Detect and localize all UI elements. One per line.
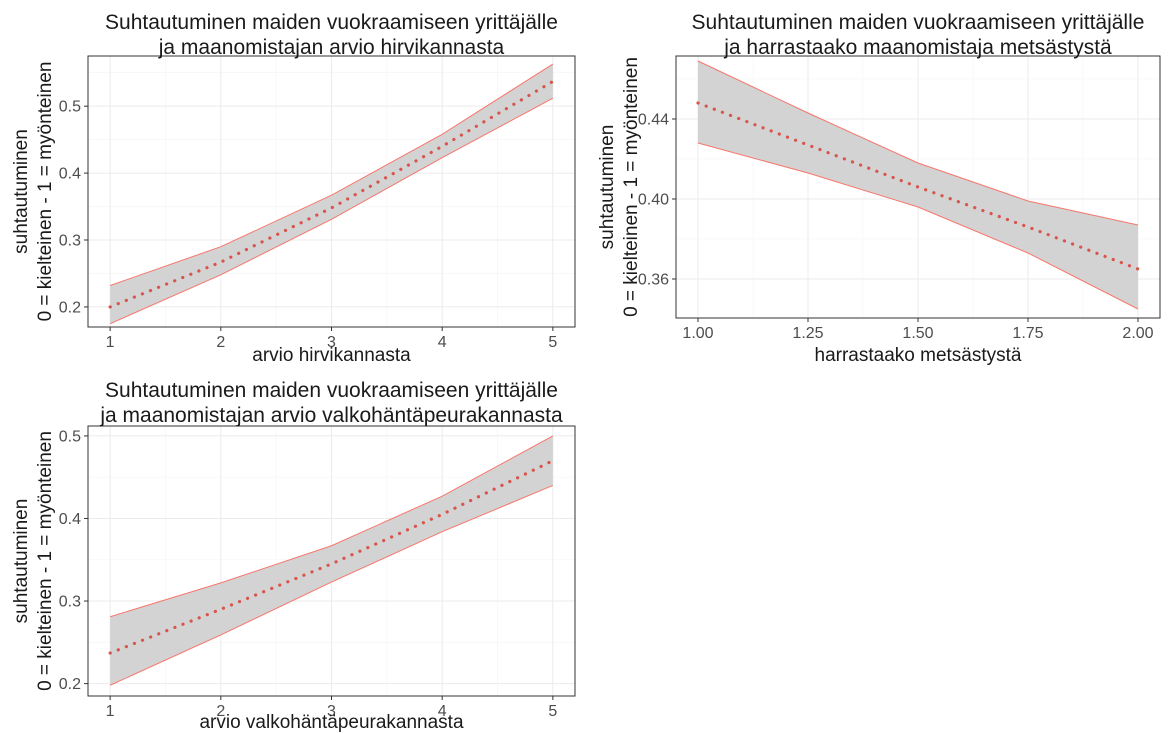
x-tick-label: 3: [327, 703, 336, 720]
x-tick-label: 2.00: [1122, 325, 1153, 342]
fitted-line: [696, 101, 1140, 271]
chart-title-line: Suhtautuminen maiden vuokraamiseen yritt…: [692, 11, 1145, 34]
panel-metsastys: 1.00 1.25 1.50 1.75 2.00 0.36 0.40 0.44 Suhtautu…: [597, 11, 1161, 366]
y-tick-label: 0.40: [638, 192, 669, 209]
y-tick-label: 0.5: [59, 99, 81, 116]
y-tick-label: 0.2: [59, 676, 81, 693]
fitted-line: [108, 459, 555, 655]
y-tick-label: 0.5: [59, 428, 81, 445]
confidence-band-upper: [109, 63, 554, 286]
confidence-band: [110, 64, 553, 324]
x-tick-label: 5: [548, 334, 557, 351]
panel-valkohantapeura: 1 2 3 4 5 0.2 0.3 0.4 0.5 Suhtautuminen maiden vu…: [11, 379, 576, 733]
chart-title-line: ja maanomistajan arvio hirvikannasta: [158, 36, 505, 59]
y-tick-label: 0.4: [59, 511, 81, 528]
y-axis-label-line: 0 = kielteinen - 1 = myönteinen: [621, 57, 642, 317]
confidence-band-upper: [109, 435, 554, 618]
x-tick-label: 1.75: [1012, 325, 1043, 342]
y-tick-label: 0.3: [59, 594, 81, 611]
x-tick-label: 1.25: [792, 325, 823, 342]
confidence-band-lower: [697, 142, 1139, 310]
chart-title-line: ja maanomistajan arvio valkohäntäpeuraka…: [99, 404, 563, 427]
y-axis-label-line: suhtautuminen: [11, 129, 32, 254]
y-tick-label: 0.2: [59, 299, 81, 316]
x-axis-label: arvio valkohäntäpeurakannasta: [199, 712, 464, 733]
x-tick-label: 4: [438, 334, 447, 351]
x-axis-label: harrastaako metsästystä: [815, 345, 1022, 366]
y-axis-label-line: suhtautuminen: [597, 125, 618, 250]
chart-title-line: Suhtautuminen maiden vuokraamiseen yritt…: [105, 11, 558, 34]
x-tick-label: 1.50: [902, 325, 933, 342]
chart-title-line: Suhtautuminen maiden vuokraamiseen yritt…: [105, 379, 558, 402]
x-tick-label: 2: [216, 703, 225, 720]
panel-hirvikanta: 1 2 3 4 5 0.2 0.3 0.4 0.5 Suhtautuminen maiden vu…: [11, 11, 576, 366]
confidence-band-upper: [697, 60, 1139, 226]
x-tick-label: 2: [216, 334, 225, 351]
y-tick-label: 0.3: [59, 233, 81, 250]
x-axis-label: arvio hirvikannasta: [252, 345, 411, 366]
fitted-line: [108, 79, 555, 309]
x-tick-label: 5: [548, 703, 557, 720]
confidence-band-lower: [109, 484, 554, 686]
y-axis-label-line: suhtautuminen: [11, 499, 32, 624]
x-tick-label: 1: [106, 334, 115, 351]
y-axis-label-line: 0 = kielteinen - 1 = myönteinen: [35, 431, 56, 691]
confidence-band: [110, 435, 553, 686]
x-tick-label: 1.00: [682, 325, 713, 342]
y-tick-label: 0.36: [638, 272, 669, 289]
y-tick-label: 0.44: [638, 112, 669, 129]
x-tick-label: 1: [106, 703, 115, 720]
y-axis-label-line: 0 = kielteinen - 1 = myönteinen: [35, 62, 56, 322]
x-tick-label: 3: [327, 334, 336, 351]
y-tick-label: 0.4: [59, 166, 81, 183]
confidence-band: [698, 61, 1138, 309]
chart-title-line: ja harrastaako maanomistaja metsästystä: [723, 36, 1112, 59]
x-tick-label: 4: [438, 703, 447, 720]
confidence-band-lower: [109, 97, 554, 325]
